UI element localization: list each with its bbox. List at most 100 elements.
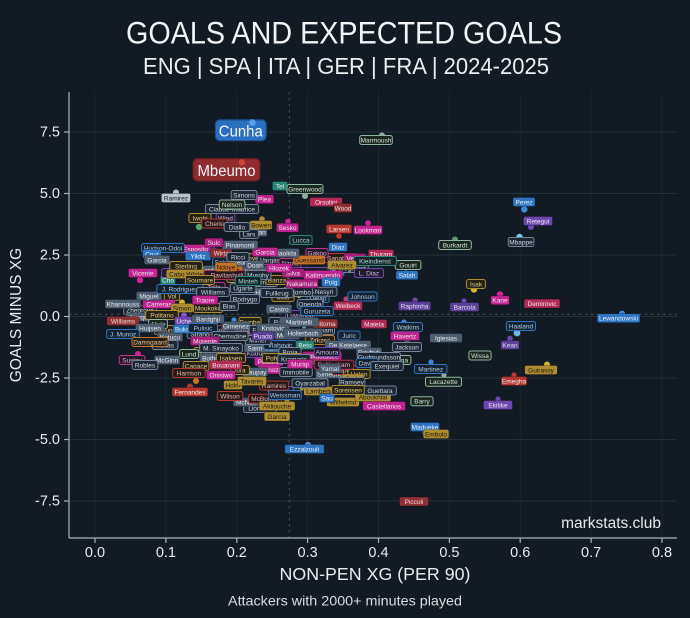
svg-text:Beto: Beto bbox=[298, 342, 312, 349]
svg-text:Amoura: Amoura bbox=[316, 349, 339, 356]
svg-text:0.5: 0.5 bbox=[439, 545, 459, 561]
svg-text:Garcia: Garcia bbox=[255, 249, 275, 256]
svg-text:Ajorque: Ajorque bbox=[129, 314, 152, 321]
svg-text:Iglesias: Iglesias bbox=[435, 335, 458, 342]
svg-text:Soumare: Soumare bbox=[187, 277, 214, 284]
svg-text:Vol: Vol bbox=[167, 293, 177, 300]
svg-text:0.7: 0.7 bbox=[581, 545, 601, 561]
svg-text:Zirkzee: Zirkzee bbox=[309, 337, 331, 344]
svg-text:Embolo: Embolo bbox=[425, 431, 447, 438]
svg-text:Nakamura: Nakamura bbox=[287, 281, 317, 288]
svg-text:Caputo: Caputo bbox=[335, 367, 356, 374]
svg-text:Cabo White: Cabo White bbox=[169, 271, 203, 278]
svg-text:Ndoye: Ndoye bbox=[217, 264, 236, 271]
svg-text:Luvumbo: Luvumbo bbox=[287, 312, 314, 319]
svg-text:Colombo: Colombo bbox=[285, 289, 311, 296]
svg-text:Ricci: Ricci bbox=[231, 254, 245, 261]
svg-text:Barry: Barry bbox=[414, 399, 430, 406]
svg-text:Gouiri: Gouiri bbox=[399, 262, 416, 269]
svg-text:Zhegrova: Zhegrova bbox=[126, 307, 154, 314]
svg-text:Johnson: Johnson bbox=[350, 294, 375, 301]
svg-text:Munoz: Munoz bbox=[259, 367, 279, 374]
svg-text:Cruz: Cruz bbox=[145, 251, 159, 258]
svg-text:Williams: Williams bbox=[201, 289, 226, 296]
svg-text:Oyarzabal: Oyarzabal bbox=[295, 381, 325, 388]
svg-text:Hollerbach: Hollerbach bbox=[287, 330, 318, 337]
svg-text:Orsolini: Orsolini bbox=[315, 199, 337, 206]
svg-text:M. Sinayoko: M. Sinayoko bbox=[203, 345, 239, 352]
svg-text:De Ketelaere: De Ketelaere bbox=[329, 342, 367, 349]
svg-text:Saint-Max: Saint-Max bbox=[247, 345, 277, 352]
svg-text:Wood: Wood bbox=[335, 205, 352, 212]
svg-text:Plea: Plea bbox=[258, 197, 271, 204]
svg-text:-5.0: -5.0 bbox=[35, 432, 60, 448]
svg-text:Immobile: Immobile bbox=[283, 369, 310, 376]
svg-text:Mounie: Mounie bbox=[156, 327, 178, 334]
svg-text:Milner: Milner bbox=[249, 337, 268, 344]
svg-text:McGinn: McGinn bbox=[156, 357, 179, 364]
svg-text:Uche: Uche bbox=[176, 318, 192, 325]
svg-text:Traore: Traore bbox=[196, 297, 215, 304]
svg-text:Kalimuendo: Kalimuendo bbox=[306, 272, 341, 279]
svg-text:Guessand: Guessand bbox=[294, 257, 324, 264]
svg-text:markstats.club: markstats.club bbox=[561, 515, 661, 532]
svg-text:Demirovic: Demirovic bbox=[528, 301, 558, 308]
svg-text:Vicente: Vicente bbox=[132, 270, 154, 277]
svg-text:Guirassy: Guirassy bbox=[528, 367, 554, 374]
svg-text:Botheim: Botheim bbox=[202, 355, 226, 362]
svg-text:Akliouche: Akliouche bbox=[263, 403, 292, 410]
svg-text:Aboukhlal: Aboukhlal bbox=[359, 394, 388, 401]
svg-text:Huijsen: Huijsen bbox=[139, 325, 161, 332]
svg-text:Yamal: Yamal bbox=[321, 366, 339, 373]
svg-text:Cherki: Cherki bbox=[205, 221, 224, 228]
svg-text:Sesko: Sesko bbox=[278, 225, 296, 232]
svg-text:Carreras: Carreras bbox=[146, 301, 172, 308]
svg-text:Marmoush: Marmoush bbox=[361, 137, 392, 144]
svg-text:Diaz: Diaz bbox=[331, 244, 344, 251]
svg-text:Tavares: Tavares bbox=[241, 378, 265, 385]
svg-text:Weissman: Weissman bbox=[270, 392, 301, 399]
svg-text:NON-PEN XG (PER 90): NON-PEN XG (PER 90) bbox=[280, 564, 471, 584]
svg-text:Puado: Puado bbox=[254, 333, 273, 340]
svg-text:Pedri: Pedri bbox=[232, 259, 247, 266]
svg-text:Khannouss: Khannouss bbox=[107, 301, 140, 308]
svg-text:Ramirez: Ramirez bbox=[164, 195, 188, 202]
svg-text:7.5: 7.5 bbox=[40, 125, 60, 141]
svg-text:Williams: Williams bbox=[111, 318, 136, 325]
svg-text:Banza: Banza bbox=[268, 277, 287, 284]
svg-text:Kutucu: Kutucu bbox=[160, 334, 181, 341]
svg-text:0.3: 0.3 bbox=[298, 545, 318, 561]
svg-text:Lacazette: Lacazette bbox=[429, 379, 458, 386]
svg-text:Havertz: Havertz bbox=[394, 333, 416, 340]
svg-text:Gakpo: Gakpo bbox=[307, 250, 327, 257]
svg-text:Yildiz: Yildiz bbox=[190, 253, 205, 260]
svg-text:Bowen: Bowen bbox=[251, 222, 271, 229]
svg-text:Wilson: Wilson bbox=[220, 393, 240, 400]
svg-text:Bardghji: Bardghji bbox=[196, 316, 220, 323]
svg-text:Vargas: Vargas bbox=[260, 257, 281, 264]
svg-text:Gudmundsson: Gudmundsson bbox=[358, 354, 401, 361]
svg-text:Moukoko: Moukoko bbox=[195, 305, 222, 312]
svg-text:Chemsdine: Chemsdine bbox=[214, 333, 247, 340]
svg-text:Perez: Perez bbox=[516, 199, 533, 206]
svg-text:Krstovic: Krstovic bbox=[261, 325, 285, 332]
svg-text:Ugarte: Ugarte bbox=[233, 285, 253, 292]
svg-text:Martinez: Martinez bbox=[418, 366, 443, 373]
svg-text:0.0: 0.0 bbox=[85, 545, 105, 561]
svg-text:-2.5: -2.5 bbox=[35, 371, 60, 387]
svg-text:Castro: Castro bbox=[269, 306, 289, 313]
svg-text:Haaland: Haaland bbox=[509, 323, 534, 330]
svg-text:Politano: Politano bbox=[150, 312, 174, 319]
svg-text:Minteh: Minteh bbox=[238, 278, 258, 285]
svg-text:Ramires: Ramires bbox=[262, 383, 287, 390]
svg-text:Exequiel: Exequiel bbox=[375, 363, 400, 370]
svg-text:Kane: Kane bbox=[492, 298, 508, 305]
svg-text:Ibra: Ibra bbox=[234, 367, 246, 374]
svg-text:Maolida: Maolida bbox=[274, 250, 297, 257]
svg-text:Maupay: Maupay bbox=[243, 369, 267, 376]
svg-text:Claude-Maurice: Claude-Maurice bbox=[209, 206, 255, 213]
svg-text:Holm: Holm bbox=[225, 382, 240, 389]
svg-text:Lund: Lund bbox=[182, 351, 197, 358]
svg-text:Puig: Puig bbox=[324, 279, 337, 286]
svg-text:0.0: 0.0 bbox=[40, 309, 60, 325]
